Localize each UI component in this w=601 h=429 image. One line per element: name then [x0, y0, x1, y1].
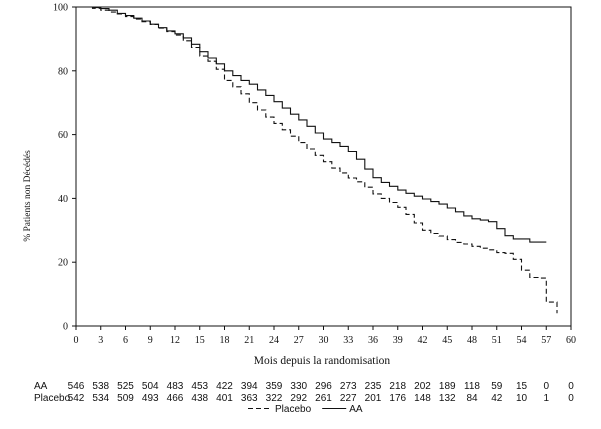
risk-cell: 453	[191, 381, 208, 392]
axes: 0 3 6 9 12 15 18 21 24 27 30 33 36 39 42 45 48 51 54 57 6002…	[53, 3, 576, 347]
x-tick-label: 24	[269, 335, 279, 346]
risk-cell: 202	[414, 381, 431, 392]
risk-cell: 534	[92, 393, 109, 404]
y-tick-label: 20	[58, 258, 68, 269]
risk-cell: 359	[266, 381, 283, 392]
risk-cell: 42	[491, 393, 503, 404]
x-tick-label: 6	[123, 335, 128, 346]
risk-cell: 59	[491, 381, 503, 392]
x-tick-label: 21	[244, 335, 254, 346]
x-tick-label: 39	[393, 335, 403, 346]
risk-cell: 330	[290, 381, 307, 392]
x-tick-label: 9	[148, 335, 153, 346]
risk-cell: 401	[216, 393, 233, 404]
x-tick-label: 42	[418, 335, 428, 346]
risk-cell: 235	[365, 381, 382, 392]
y-tick-label: 0	[63, 322, 68, 333]
risk-cell: 504	[142, 381, 159, 392]
risk-cell: 10	[516, 393, 528, 404]
legend-label: AA	[349, 404, 363, 415]
x-tick-label: 3	[98, 335, 103, 346]
risk-cell: 296	[315, 381, 332, 392]
number-at-risk-table: AA 546 538 525 504 483 453 422 394 359 330 296 273 23…	[34, 381, 574, 404]
series-line-placebo	[76, 6, 558, 314]
x-tick-label: 33	[343, 335, 353, 346]
x-tick-label: 51	[492, 335, 502, 346]
risk-cell: 132	[439, 393, 456, 404]
risk-cell: 322	[266, 393, 283, 404]
plot-frame	[75, 6, 572, 327]
risk-cell: 189	[439, 381, 456, 392]
risk-cell: 394	[241, 381, 258, 392]
y-tick-label: 40	[58, 194, 68, 205]
risk-cell: 292	[290, 393, 307, 404]
risk-cell: 227	[340, 393, 357, 404]
risk-cell: 273	[340, 381, 357, 392]
risk-cell: 546	[68, 381, 85, 392]
risk-cell: 0	[568, 381, 574, 392]
risk-cell: 493	[142, 393, 159, 404]
x-tick-label: 12	[170, 335, 180, 346]
x-tick-label: 36	[368, 335, 378, 346]
risk-cell: 1	[543, 393, 549, 404]
risk-cell: 422	[216, 381, 233, 392]
risk-cell: 525	[117, 381, 134, 392]
y-tick-label: 60	[58, 130, 68, 141]
risk-cell: 509	[117, 393, 134, 404]
risk-row-label: AA	[34, 381, 48, 392]
x-tick-label: 57	[541, 335, 551, 346]
risk-cell: 438	[191, 393, 208, 404]
x-tick-label: 18	[220, 335, 230, 346]
risk-cell: 176	[389, 393, 406, 404]
y-tick-label: 80	[58, 66, 68, 77]
risk-cell: 0	[543, 381, 549, 392]
risk-cell: 466	[167, 393, 184, 404]
risk-cell: 483	[167, 381, 184, 392]
risk-cell: 538	[92, 381, 109, 392]
x-tick-label: 60	[566, 335, 576, 346]
legend-label: Placebo	[275, 404, 312, 415]
risk-cell: 148	[414, 393, 431, 404]
x-tick-label: 45	[442, 335, 452, 346]
y-axis-label: % Patients non Décédés	[23, 150, 33, 242]
risk-cell: 201	[365, 393, 382, 404]
risk-cell: 261	[315, 393, 332, 404]
risk-cell: 0	[568, 393, 574, 404]
x-tick-label: 48	[467, 335, 477, 346]
risk-cell: 118	[464, 381, 480, 392]
risk-cell: 15	[516, 381, 528, 392]
risk-cell: 363	[241, 393, 258, 404]
x-tick-label: 15	[195, 335, 205, 346]
series-line-aa	[76, 6, 547, 243]
legend: Placebo AA	[248, 404, 363, 415]
x-axis-label: Mois depuis la randomisation	[254, 355, 391, 367]
x-tick-label: 54	[517, 335, 527, 346]
x-tick-label: 27	[294, 335, 304, 346]
risk-cell: 84	[466, 393, 478, 404]
x-tick-label: 30	[319, 335, 329, 346]
y-tick-label: 100	[53, 3, 68, 14]
risk-row-label: Placebo	[34, 393, 71, 404]
series-layer	[76, 6, 558, 314]
risk-cell: 542	[68, 393, 85, 404]
x-tick-label: 0	[74, 335, 79, 346]
risk-cell: 218	[389, 381, 406, 392]
